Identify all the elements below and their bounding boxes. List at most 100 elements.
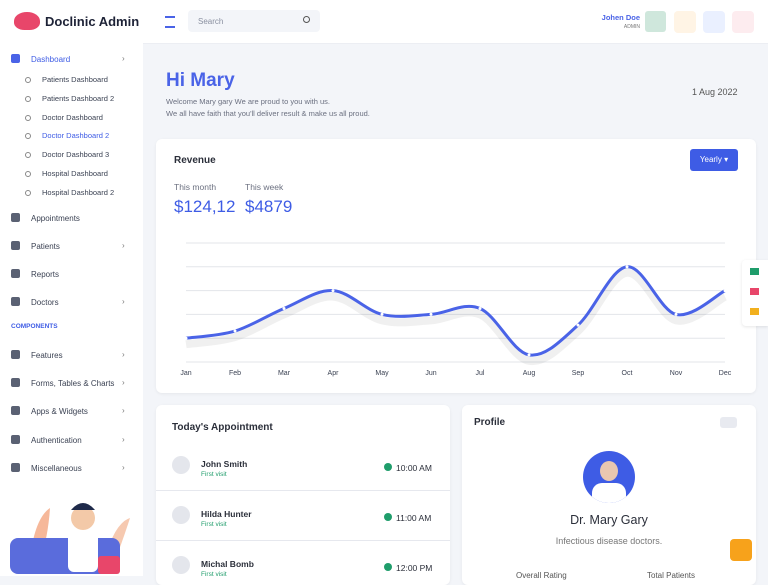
doctor-name: Dr. Mary Gary — [570, 513, 648, 527]
x-tick-label: Apr — [328, 370, 340, 377]
chevron: › — [122, 296, 125, 306]
period-dropdown[interactable]: Yearly ▾ — [690, 149, 738, 171]
stat-value: $4879 — [245, 197, 293, 216]
point — [429, 312, 433, 316]
point — [380, 312, 384, 316]
panel-icon[interactable] — [750, 268, 759, 275]
point — [282, 306, 286, 310]
doctor-avatar — [583, 451, 635, 503]
chevron: › — [122, 434, 125, 444]
appointment-time: 11:00 AM — [396, 513, 432, 523]
stat-value: $124,12 — [174, 197, 236, 216]
fullscreen-button[interactable] — [674, 11, 696, 33]
menu-icon — [11, 268, 20, 278]
point — [527, 353, 531, 357]
bullet — [25, 152, 31, 159]
welcome-title: Hi Mary — [166, 70, 235, 91]
point — [184, 336, 188, 340]
menu-icon — [11, 462, 20, 472]
bullet — [25, 133, 31, 140]
submenu-item[interactable]: Patients Dashboard 2 — [42, 93, 115, 103]
chevron: › — [122, 240, 125, 250]
chevron: › — [122, 377, 125, 387]
bullet — [25, 77, 31, 83]
settings-button[interactable] — [720, 417, 737, 428]
stat-label: This week — [245, 182, 284, 192]
patient-name: John Smith — [201, 459, 248, 469]
user-role: ADMIN — [623, 24, 640, 30]
point — [625, 265, 629, 269]
appointment-time: 10:00 AM — [396, 463, 432, 473]
menu-icon — [11, 54, 20, 63]
stat-label: This month — [174, 182, 217, 192]
notes-button[interactable] — [703, 11, 725, 33]
dropdown-label: Yearly — [699, 155, 722, 164]
section-label: COMPONENTS — [11, 322, 58, 330]
x-tick-label: Jan — [180, 370, 191, 377]
settings-button[interactable] — [732, 11, 754, 33]
menu-item[interactable]: Reports — [31, 269, 60, 279]
menu-item[interactable]: Doctors — [31, 297, 59, 307]
point — [674, 312, 678, 316]
submenu-item[interactable]: Patients Dashboard — [42, 75, 108, 84]
point — [723, 289, 727, 293]
user-avatar[interactable] — [645, 11, 666, 32]
welcome-line: We all have faith that you'll deliver re… — [166, 109, 370, 118]
chat-button[interactable] — [730, 539, 752, 561]
profile-card: Profile Dr. Mary Gary Infectious disease… — [462, 405, 756, 585]
check-icon — [384, 563, 392, 571]
x-tick-label: Jun — [425, 370, 436, 377]
patient-avatar — [172, 556, 190, 574]
patient-name: Hilda Hunter — [201, 509, 252, 519]
check-icon — [384, 463, 392, 471]
x-tick-label: Dec — [719, 370, 732, 377]
separator — [156, 540, 450, 541]
appointments-card: Today's Appointment John Smith First visi… — [156, 405, 450, 585]
menu-icon — [11, 377, 20, 387]
logo — [14, 12, 40, 30]
search-icon — [303, 16, 310, 23]
search-placeholder: Search — [198, 17, 224, 26]
chevron: › — [122, 349, 125, 359]
patient-avatar — [172, 506, 190, 524]
point — [331, 289, 335, 293]
menu-item[interactable]: Patients — [31, 241, 60, 251]
revenue-line-shadow — [185, 268, 728, 365]
visit-note: First visit — [201, 471, 227, 478]
visit-note: First visit — [201, 571, 227, 578]
point — [478, 306, 482, 310]
submenu-item[interactable]: Doctor Dashboard 2 — [42, 131, 110, 141]
submenu-item[interactable]: Doctor Dashboard 3 — [42, 150, 110, 160]
user-name: Johen Doe — [601, 13, 640, 22]
menu-item[interactable]: Miscellaneous — [31, 463, 82, 473]
patient-name: Michal Bomb — [201, 559, 254, 569]
card-title: Today's Appointment — [172, 422, 273, 433]
submenu-item[interactable]: Doctor Dashboard — [42, 112, 103, 122]
menu-icon — [11, 240, 20, 250]
visit-note: First visit — [201, 521, 227, 528]
menu-item[interactable]: Appointments — [31, 213, 80, 223]
bullet — [25, 171, 31, 177]
panel-icon[interactable] — [750, 308, 759, 315]
menu-item[interactable]: Features — [31, 350, 63, 360]
x-tick-label: Jul — [476, 370, 485, 377]
menu-item[interactable]: Authentication — [31, 435, 82, 445]
date: 1 Aug 2022 — [692, 87, 738, 97]
chevron: › — [122, 462, 125, 472]
submenu-item[interactable]: Hospital Dashboard — [42, 169, 108, 178]
sidebar: Doclinic Admin Dashboard › Patients Dashbo… — [0, 0, 143, 576]
menu-icon — [11, 349, 20, 359]
menu-item[interactable]: Apps & Widgets — [31, 407, 88, 417]
menu-icon — [11, 212, 20, 222]
submenu-item[interactable]: Hospital Dashboard 2 — [42, 187, 115, 197]
x-tick-label: Aug — [523, 370, 536, 377]
card-title: Profile — [474, 417, 506, 428]
card-title: Revenue — [174, 155, 216, 166]
menu-item[interactable]: Dashboard — [31, 55, 71, 64]
panel-icon[interactable] — [750, 288, 759, 295]
menu-item[interactable]: Forms, Tables & Charts — [31, 378, 115, 388]
menu-icon — [11, 434, 20, 444]
search-box[interactable]: Search — [188, 10, 320, 32]
menu-toggle[interactable] — [165, 16, 175, 28]
x-tick-label: Nov — [670, 370, 683, 377]
